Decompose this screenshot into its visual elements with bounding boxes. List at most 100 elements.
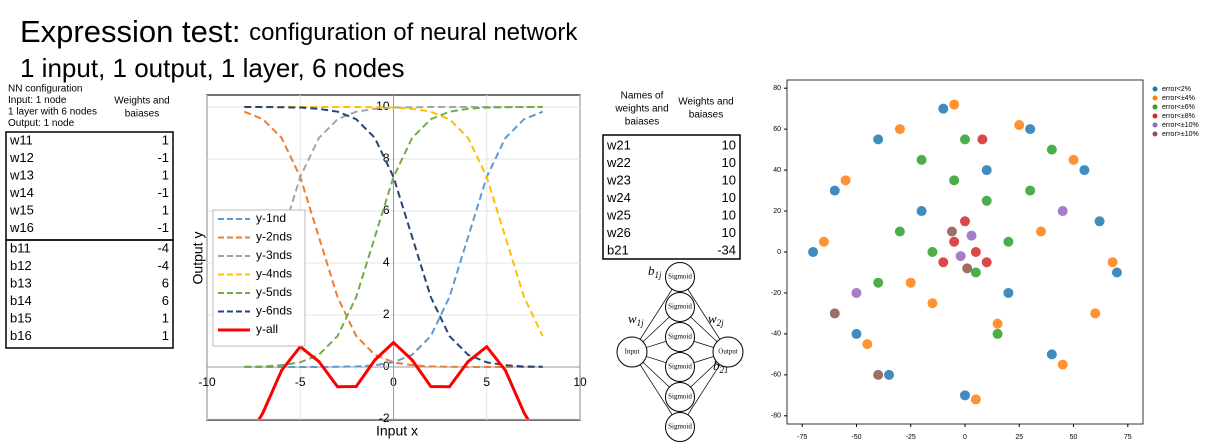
param-value: 1 [162,328,169,343]
point [1068,154,1079,165]
legend-label: error<2% [1162,86,1191,93]
node [665,292,695,322]
legend-label: y-4nds [256,267,292,281]
param-name: w21 [606,137,631,152]
edge-label: w1j [628,311,644,328]
point [1057,359,1068,370]
point [960,390,970,401]
x-tick-label: 25 [1015,434,1023,441]
point [949,99,960,110]
legend-label: error>±10% [1162,131,1199,138]
legend-box [212,209,306,347]
series-line [244,110,544,368]
legend-label: y-2nds [256,230,292,244]
param-value: -4 [157,258,169,273]
point [851,328,862,339]
x-tick-label: -5 [295,375,306,389]
legend-marker [1152,131,1158,137]
x-tick-label: 0 [963,434,967,441]
point [873,134,884,145]
point [894,124,905,135]
point [840,175,851,186]
point [829,185,840,196]
legend-label: y-all [256,322,278,336]
name-header: weights and [614,104,668,115]
param-value: -1 [157,220,169,235]
legend-marker [1152,104,1158,110]
param-value: 1 [162,310,169,325]
point [1111,267,1122,278]
point [938,103,949,114]
series-line [244,106,543,368]
edge-label: w2j [708,311,724,328]
legend-label: error<±4% [1162,95,1195,102]
point [977,134,988,145]
name-header: baiases [625,117,659,128]
legend-label: error<±10% [1162,122,1199,129]
y-tick-label: 0 [383,359,390,373]
series-line [257,340,530,419]
param-name: b13 [10,275,32,290]
x-tick-label: 5 [483,375,490,389]
param-value: 10 [722,190,736,205]
title-rest: configuration of neural network [249,19,578,46]
point [818,236,829,247]
param-value: 6 [162,293,169,308]
series-line [244,106,543,368]
point [1025,124,1036,135]
x-tick-label: -75 [797,434,807,441]
y-tick-label: 60 [773,126,781,133]
param-value: 1 [162,167,169,182]
x-tick-label: -25 [906,434,916,441]
label-sub: 21 [720,365,729,375]
y-tick-label: 80 [773,85,781,92]
legend-marker [1152,95,1158,101]
point [862,339,873,350]
legend-marker [1152,113,1158,119]
point [970,267,981,278]
node [665,352,695,382]
label-sub: 2j [717,318,725,328]
point [808,247,819,257]
point [970,394,981,405]
point [970,247,981,257]
point [927,247,938,257]
node-label: Sigmoid [668,273,692,281]
param-value: 10 [722,225,736,240]
plot-frame [786,79,1144,425]
label-base: w [628,311,637,326]
y-tick-label: 40 [773,167,781,174]
legend-label: error<±6% [1162,104,1195,111]
node-label: Sigmoid [668,333,692,341]
value-header: baiases [125,109,159,120]
node-label: Sigmoid [668,363,692,371]
point [1090,308,1101,319]
param-name: w15 [9,202,34,217]
y-tick-label: -2 [379,411,390,425]
point [1035,226,1046,237]
param-value: 1 [162,132,169,147]
param-value: 10 [722,155,736,170]
label-base: b [648,263,655,278]
point [873,277,884,288]
point [946,226,957,237]
point [1079,165,1090,176]
y-tick-label: 10 [376,99,390,113]
param-value: 10 [722,137,736,152]
y-tick-label: 6 [383,203,390,217]
node [616,336,648,368]
param-name: w26 [606,225,631,240]
point [992,318,1003,329]
param-name: w23 [606,172,631,187]
x-tick-label: 75 [1124,434,1132,441]
param-name: b14 [10,293,32,308]
legend-label: y-5nds [256,285,292,299]
param-value: 10 [722,207,736,222]
y-tick-label: -80 [771,413,781,420]
param-value: -4 [157,240,169,255]
param-name: w16 [9,220,34,235]
node-label: Input [625,348,640,356]
point [1014,120,1025,131]
point [873,369,884,380]
subtitle: 1 input, 1 output, 1 layer, 6 nodes [20,53,405,83]
